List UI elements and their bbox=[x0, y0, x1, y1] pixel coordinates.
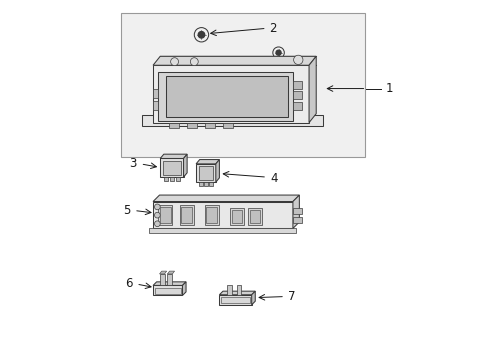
Text: 4: 4 bbox=[270, 172, 277, 185]
Polygon shape bbox=[176, 177, 180, 181]
Polygon shape bbox=[153, 65, 308, 123]
Polygon shape bbox=[204, 182, 207, 186]
Polygon shape bbox=[206, 207, 217, 224]
Text: 2: 2 bbox=[269, 22, 277, 35]
Polygon shape bbox=[160, 154, 187, 158]
Polygon shape bbox=[292, 195, 299, 228]
Polygon shape bbox=[187, 123, 197, 128]
Polygon shape bbox=[153, 101, 158, 110]
Text: 6: 6 bbox=[125, 278, 132, 291]
Polygon shape bbox=[292, 91, 301, 99]
Polygon shape bbox=[153, 89, 158, 98]
Polygon shape bbox=[209, 182, 212, 186]
Polygon shape bbox=[160, 207, 170, 224]
Polygon shape bbox=[292, 102, 301, 110]
Polygon shape bbox=[251, 291, 255, 305]
Circle shape bbox=[170, 58, 178, 66]
Polygon shape bbox=[292, 81, 301, 89]
Circle shape bbox=[276, 50, 281, 55]
Circle shape bbox=[293, 55, 303, 64]
Polygon shape bbox=[196, 164, 215, 182]
Text: 7: 7 bbox=[287, 290, 295, 303]
Polygon shape bbox=[247, 208, 261, 225]
Polygon shape bbox=[158, 72, 292, 121]
Polygon shape bbox=[196, 159, 219, 164]
Polygon shape bbox=[159, 274, 164, 285]
Polygon shape bbox=[142, 116, 323, 126]
Polygon shape bbox=[183, 154, 187, 177]
Polygon shape bbox=[180, 205, 193, 225]
Polygon shape bbox=[167, 274, 172, 285]
Polygon shape bbox=[292, 208, 301, 214]
Polygon shape bbox=[215, 159, 219, 182]
Polygon shape bbox=[219, 291, 255, 295]
Polygon shape bbox=[153, 285, 182, 296]
Text: 1: 1 bbox=[385, 82, 392, 95]
Bar bbox=[121, 13, 364, 157]
Polygon shape bbox=[231, 210, 242, 224]
Text: 3: 3 bbox=[128, 157, 136, 170]
Polygon shape bbox=[153, 202, 292, 228]
Polygon shape bbox=[219, 295, 251, 305]
Polygon shape bbox=[167, 271, 174, 274]
Polygon shape bbox=[158, 205, 172, 225]
Polygon shape bbox=[165, 76, 287, 117]
Polygon shape bbox=[153, 56, 316, 65]
Circle shape bbox=[190, 58, 198, 66]
Polygon shape bbox=[236, 285, 241, 295]
Polygon shape bbox=[199, 182, 203, 186]
Polygon shape bbox=[160, 158, 183, 177]
Circle shape bbox=[198, 32, 204, 38]
Polygon shape bbox=[169, 123, 179, 128]
Polygon shape bbox=[169, 177, 174, 181]
Polygon shape bbox=[149, 228, 296, 233]
Polygon shape bbox=[159, 271, 166, 274]
Polygon shape bbox=[292, 217, 301, 223]
Polygon shape bbox=[227, 285, 231, 295]
Bar bbox=[155, 288, 180, 294]
Polygon shape bbox=[223, 123, 233, 128]
Text: 5: 5 bbox=[123, 204, 130, 217]
Polygon shape bbox=[182, 282, 185, 296]
Polygon shape bbox=[163, 177, 168, 181]
Circle shape bbox=[154, 212, 160, 218]
Polygon shape bbox=[198, 166, 213, 180]
Polygon shape bbox=[204, 123, 215, 128]
Polygon shape bbox=[308, 56, 316, 123]
Bar bbox=[221, 297, 249, 303]
Polygon shape bbox=[249, 210, 260, 224]
Circle shape bbox=[154, 204, 160, 210]
Polygon shape bbox=[163, 161, 181, 175]
Circle shape bbox=[154, 221, 160, 226]
Polygon shape bbox=[204, 205, 218, 225]
Polygon shape bbox=[153, 282, 185, 285]
Polygon shape bbox=[153, 195, 299, 202]
Polygon shape bbox=[181, 207, 192, 224]
Polygon shape bbox=[230, 208, 244, 225]
